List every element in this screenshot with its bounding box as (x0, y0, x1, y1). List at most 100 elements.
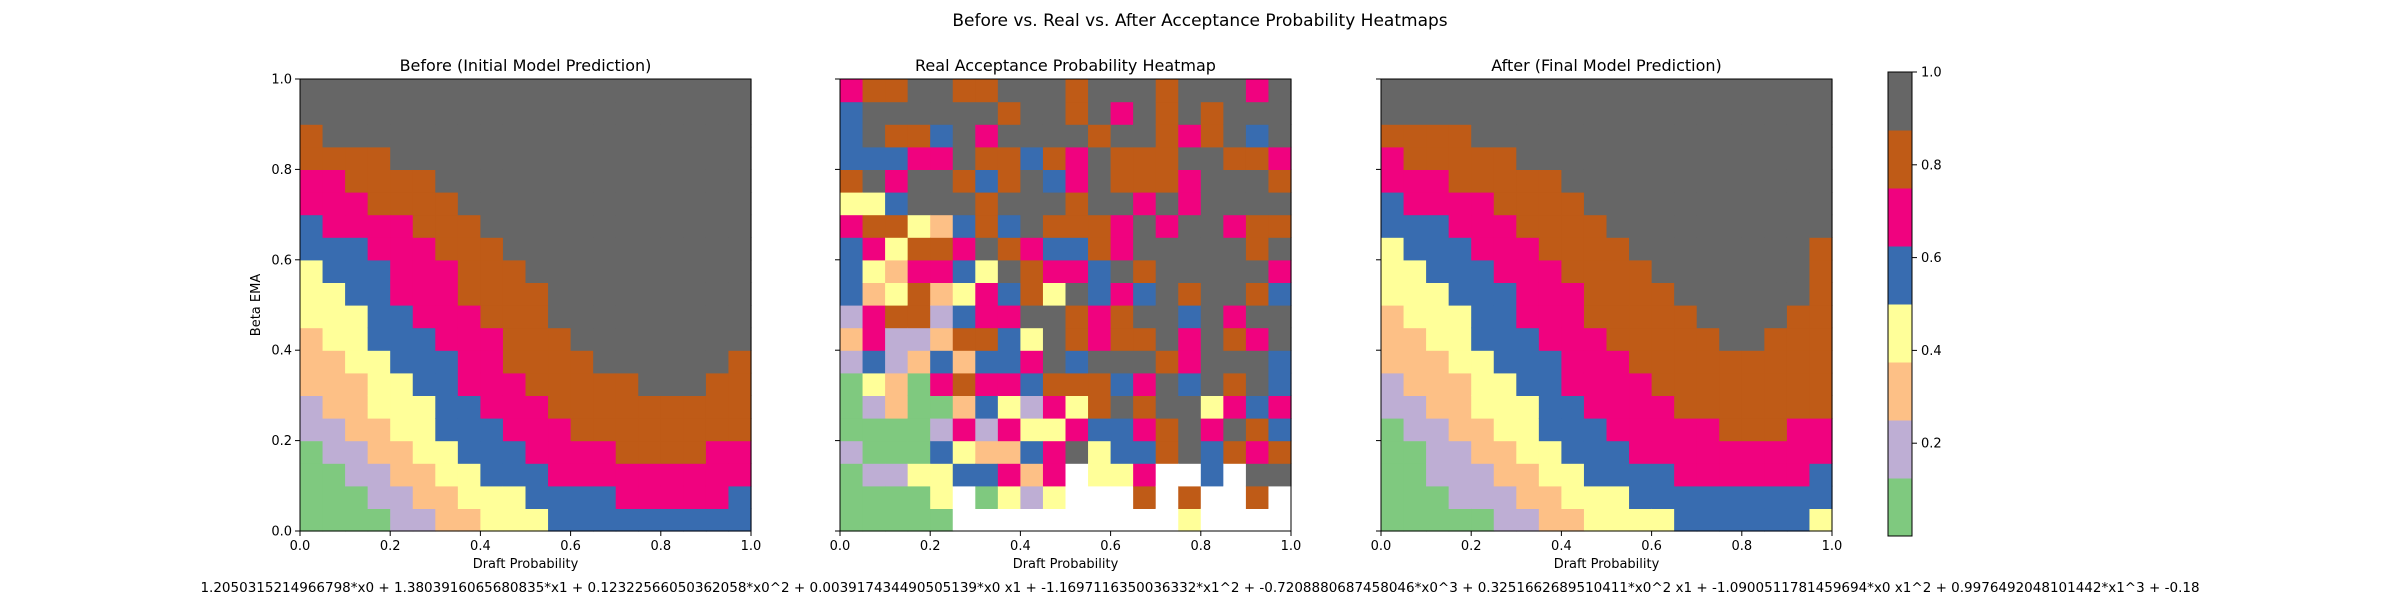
heatmap-cell (660, 418, 684, 442)
x-tick-label: 0.0 (830, 539, 851, 554)
heatmap-cell (1426, 372, 1450, 396)
x-tick-label: 1.0 (1281, 539, 1302, 554)
heatmap-cell (862, 372, 886, 396)
heatmap-cell (660, 101, 684, 125)
heatmap-cell (930, 372, 954, 396)
heatmap-cell (1493, 146, 1517, 170)
heatmap-cell (930, 214, 954, 238)
heatmap-cell (1741, 508, 1765, 532)
heatmap-cell (345, 169, 369, 193)
heatmap-cell (502, 146, 527, 170)
heatmap-cell (1245, 395, 1270, 419)
heatmap-cell (548, 169, 572, 193)
heatmap-cell (480, 101, 504, 125)
heatmap-cell (1155, 305, 1179, 329)
heatmap-cell (1606, 418, 1630, 442)
heatmap-cell (1155, 485, 1179, 509)
heatmap-cell (1741, 418, 1765, 442)
heatmap-cell (412, 214, 436, 238)
heatmap-cell (997, 79, 1021, 103)
heatmap-cell (1088, 305, 1112, 329)
heatmap-cell (502, 124, 527, 148)
heatmap-cell (975, 305, 999, 329)
heatmap-cell (1651, 237, 1675, 261)
heatmap-cell (1538, 305, 1562, 329)
heatmap-cell (1223, 395, 1247, 419)
heatmap-cell (1110, 282, 1134, 306)
heatmap-cell (457, 350, 481, 374)
heatmap-cell (1538, 259, 1562, 283)
heatmap-cell (1042, 192, 1067, 216)
heatmap-cell (885, 237, 909, 261)
heatmap-cell (1809, 395, 1833, 419)
heatmap-cell (1786, 146, 1811, 170)
heatmap-cell (1719, 146, 1743, 170)
heatmap-cell (1561, 146, 1585, 170)
heatmap-cell (705, 169, 730, 193)
heatmap-cell (1606, 214, 1630, 238)
axes-frame (299, 78, 752, 532)
heatmap-cell (548, 305, 572, 329)
heatmap-cell (1268, 282, 1292, 306)
heatmap-cell (1538, 418, 1562, 442)
heatmap-cell (1110, 146, 1134, 170)
heatmap-cell (705, 282, 730, 306)
heatmap-cell (1764, 463, 1788, 487)
heatmap-cell (1155, 124, 1179, 148)
heatmap-cell (1809, 305, 1833, 329)
heatmap-cell (1155, 146, 1179, 170)
heatmap-cell (1042, 418, 1067, 442)
heatmap-cell (1178, 282, 1202, 306)
heatmap-cell (638, 282, 662, 306)
heatmap-cell (615, 395, 639, 419)
heatmap-cell (885, 79, 909, 103)
figure-title: Before vs. Real vs. After Acceptance Pro… (952, 11, 1447, 31)
heatmap-cell (1200, 463, 1224, 487)
heatmap-cell (1583, 485, 1608, 509)
heatmap-cell (1200, 327, 1224, 351)
heatmap-cell (1538, 463, 1562, 487)
heatmap-cell (480, 237, 504, 261)
heatmap-cell (1200, 79, 1224, 103)
heatmap-cell (1471, 440, 1495, 464)
heatmap-cell (1674, 440, 1698, 464)
heatmap-cell (345, 192, 369, 216)
heatmap-cell (525, 214, 549, 238)
heatmap-cell (638, 327, 662, 351)
heatmap-cell (1155, 463, 1179, 487)
heatmap-cell (1020, 395, 1044, 419)
heatmap-cell (1448, 79, 1472, 103)
heatmap-cell (840, 395, 864, 419)
heatmap-cell (1719, 214, 1743, 238)
y-tick-label: 0.0 (271, 525, 292, 540)
heatmap-cell (390, 79, 414, 103)
heatmap-cell (885, 372, 909, 396)
heatmap-cell (367, 282, 391, 306)
heatmap-cell (952, 350, 976, 374)
heatmap-cell (1471, 282, 1495, 306)
heatmap-cell (1561, 169, 1585, 193)
heatmap-cell (683, 79, 707, 103)
heatmap-cell (705, 259, 730, 283)
heatmap-cell (1426, 214, 1450, 238)
heatmap-cell (300, 418, 324, 442)
heatmap-cell (1786, 192, 1811, 216)
heatmap-cell (1381, 79, 1405, 103)
heatmap-cell (1674, 508, 1698, 532)
panel-title: Before (Initial Model Prediction) (400, 56, 652, 75)
heatmap-cell (1471, 327, 1495, 351)
heatmap-cell (1223, 124, 1247, 148)
heatmap-cell (1493, 282, 1517, 306)
heatmap-cell (1268, 79, 1292, 103)
heatmap-cell (1674, 395, 1698, 419)
colorbar-segment (1888, 362, 1912, 421)
heatmap-cell (367, 101, 391, 125)
heatmap-cell (548, 485, 572, 509)
heatmap-cell (1268, 146, 1292, 170)
heatmap-cell (615, 101, 639, 125)
heatmap-cell (593, 101, 617, 125)
heatmap-cell (1381, 101, 1405, 125)
heatmap-cell (1155, 214, 1179, 238)
heatmap-cell (930, 508, 954, 532)
heatmap-cell (1403, 463, 1427, 487)
